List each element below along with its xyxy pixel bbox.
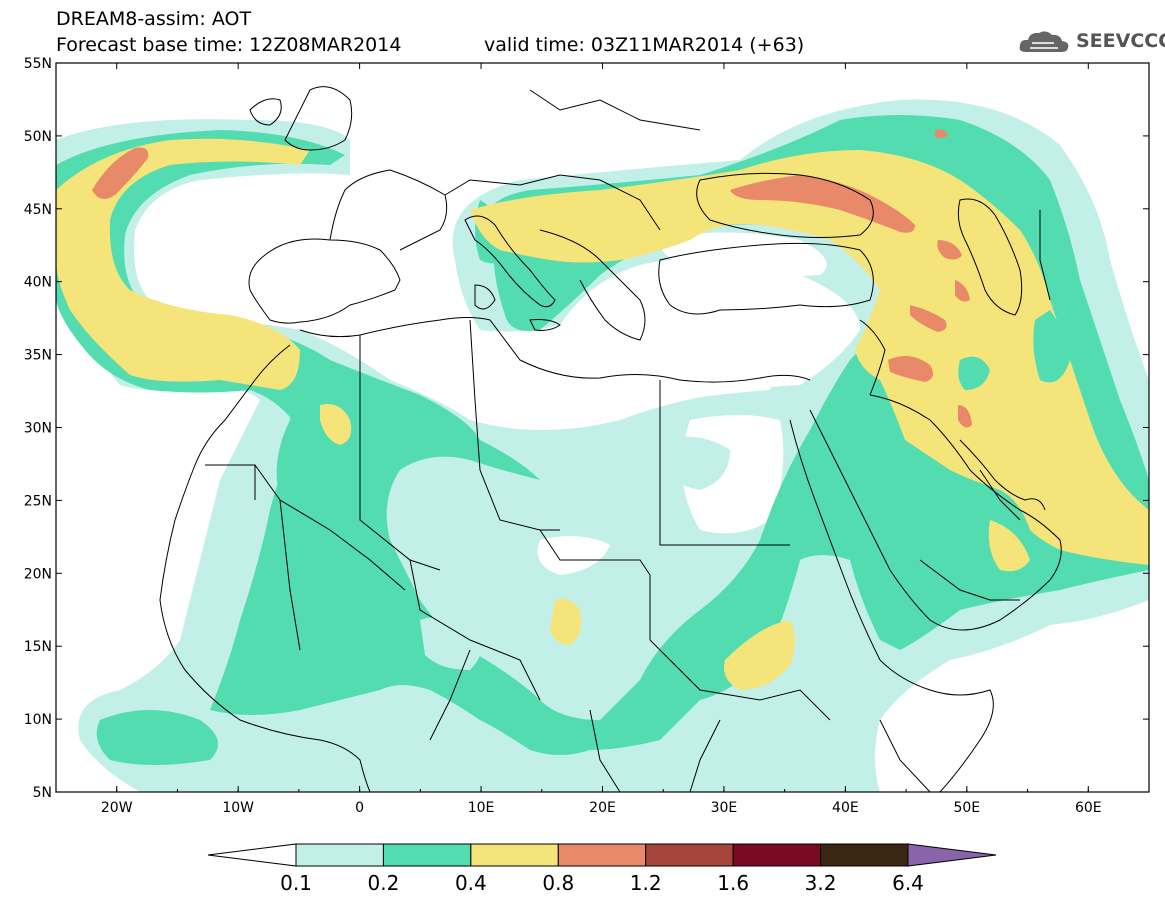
aot-holes-0.2	[958, 310, 1070, 390]
aot-field	[56, 99, 1149, 792]
y-tick-label: 45N	[24, 202, 52, 218]
y-tick-label: 55N	[24, 56, 52, 72]
colorbar-swatch	[470, 843, 559, 867]
x-tick-label: 0	[355, 800, 364, 816]
colorbar-low-arrow	[207, 843, 297, 867]
colorbar-label: 3.2	[805, 871, 837, 895]
x-axis: 20W 10W 0 10E 20E 30E 40E 50E 60E	[55, 63, 1150, 816]
aot-holes-0.1	[396, 436, 730, 670]
y-axis: 5N 10N 15N 20N 25N 30N 35N 40N 45N 50N 55N	[24, 56, 1149, 801]
colorbar-swatch	[557, 843, 647, 867]
colorbar-high-arrow	[907, 843, 997, 867]
cloud-icon	[1019, 31, 1069, 52]
y-tick-label: 25N	[24, 493, 52, 509]
y-tick-label: 50N	[24, 129, 52, 145]
y-tick-label: 35N	[24, 348, 52, 364]
valid-time: valid time: 03Z11MAR2014 (+63)	[484, 34, 805, 56]
x-tick-label: 20E	[589, 800, 616, 816]
coastlines	[56, 63, 1062, 792]
colorbar-swatch	[382, 843, 472, 867]
colorbar-label: 1.6	[717, 871, 749, 895]
x-tick-label: 20W	[101, 800, 133, 816]
x-tick-label: 50E	[953, 800, 980, 816]
x-tick-label: 60E	[1075, 800, 1102, 816]
x-tick-label: 10W	[222, 800, 254, 816]
x-tick-label: 30E	[711, 800, 738, 816]
colorbar-label: 0.2	[368, 871, 400, 895]
x-tick-label: 40E	[832, 800, 859, 816]
colorbar-swatch	[645, 843, 734, 867]
y-tick-label: 5N	[33, 785, 52, 801]
y-tick-label: 30N	[24, 421, 52, 437]
colorbar-label: 6.4	[892, 871, 924, 895]
y-tick-label: 15N	[24, 639, 52, 655]
logo-text: SEEVCCC	[1076, 30, 1165, 52]
colorbar: 0.1 0.2 0.4 0.8 1.2 1.6 3.2 6.4	[207, 843, 997, 895]
y-tick-label: 20N	[24, 566, 52, 582]
colorbar-label: 0.8	[542, 871, 574, 895]
forecast-base-time: Forecast base time: 12Z08MAR2014	[56, 34, 402, 56]
map-title: DREAM8-assim: AOT	[56, 8, 252, 30]
colorbar-swatch	[820, 843, 909, 867]
y-tick-label: 40N	[24, 275, 52, 291]
colorbar-label: 1.2	[630, 871, 662, 895]
colorbar-label: 0.1	[280, 871, 312, 895]
aot-level-0.8	[92, 129, 972, 428]
y-tick-label: 10N	[24, 712, 52, 728]
colorbar-swatch	[732, 843, 822, 867]
colorbar-label: 0.4	[455, 871, 487, 895]
x-tick-label: 10E	[468, 800, 495, 816]
colorbar-swatch	[295, 843, 384, 867]
